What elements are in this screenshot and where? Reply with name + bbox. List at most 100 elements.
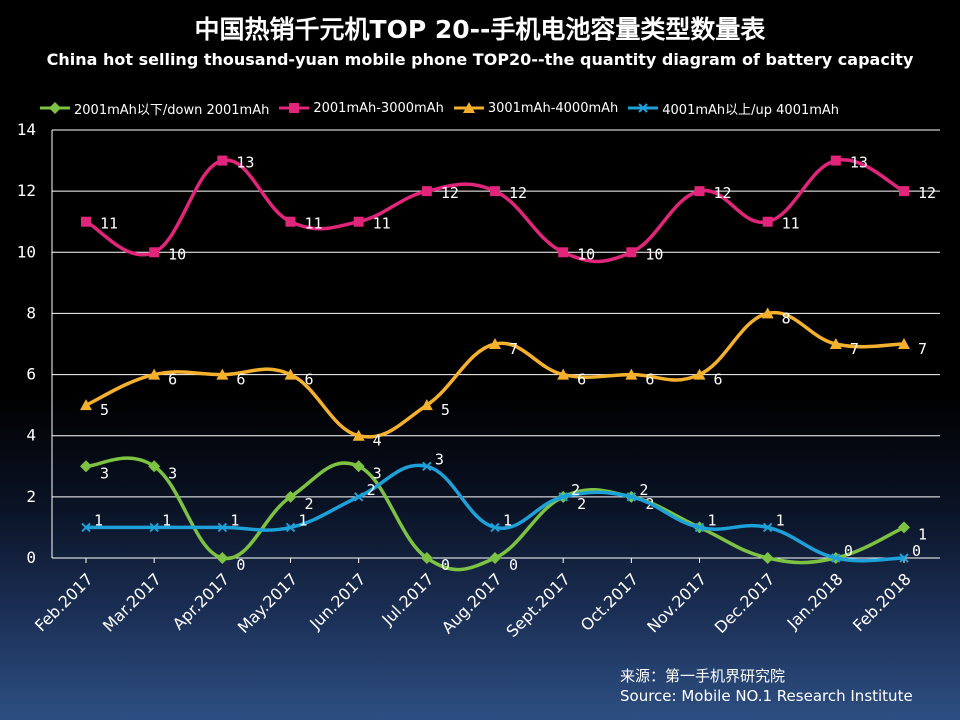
data-point: [285, 522, 296, 533]
data-point: [831, 553, 841, 563]
data-point: [490, 522, 500, 533]
legend-label: 4001mAh以上/up 4001mAh: [662, 102, 840, 118]
data-label: 13: [236, 154, 254, 172]
x-tick-label: Jan.2018: [783, 569, 847, 633]
data-point: [489, 552, 501, 564]
data-label: 12: [441, 184, 459, 202]
x-tick-label: May.2017: [234, 569, 302, 637]
y-tick-label: 12: [17, 181, 36, 200]
data-label: 6: [236, 371, 245, 389]
data-point: [762, 522, 773, 533]
data-label: 11: [100, 215, 118, 233]
data-label: 2: [577, 495, 586, 513]
data-point: [353, 216, 364, 227]
data-point: [81, 522, 91, 533]
data-label: 6: [305, 371, 314, 389]
data-point: [694, 522, 705, 533]
data-point: [284, 368, 297, 380]
data-label: 2: [639, 481, 648, 499]
data-label: 3: [373, 464, 382, 482]
legend-label: 2001mAh-3000mAh: [313, 100, 444, 116]
data-label: 8: [782, 309, 791, 327]
legend-marker-triangle-icon: [453, 102, 484, 113]
data-point: [694, 186, 705, 197]
data-label: 1: [162, 511, 171, 529]
data-point: [352, 460, 365, 473]
chart-title: 中国热销千元机TOP 20--手机电池容量类型数量表: [194, 15, 766, 44]
data-label: 0: [509, 556, 518, 574]
x-tick-label: Oct.2017: [577, 569, 642, 634]
data-point: [489, 338, 501, 349]
data-label: 1: [230, 511, 239, 529]
data-point: [148, 460, 161, 473]
x-tick-label: Apr.2017: [169, 569, 233, 633]
data-label: 6: [714, 371, 723, 389]
data-point: [557, 368, 570, 380]
data-label: 4: [373, 432, 382, 450]
data-point: [422, 461, 432, 471]
chart-subtitle: China hot selling thousand-yuan mobile p…: [46, 50, 914, 69]
data-label: 6: [168, 371, 177, 389]
y-tick-label: 2: [26, 487, 36, 506]
data-label: 10: [577, 245, 595, 263]
data-label: 10: [168, 245, 186, 263]
legend-item-up-4001[interactable]: 4001mAh以上/up 4001mAh: [628, 99, 839, 118]
data-label: 1: [503, 511, 512, 529]
data-label: 1: [94, 511, 103, 529]
data-point: [558, 492, 568, 502]
data-point: [761, 552, 774, 564]
data-point: [353, 492, 364, 502]
data-label: 7: [850, 340, 859, 358]
data-label: 2: [305, 495, 314, 513]
data-point: [626, 247, 637, 258]
data-point: [149, 247, 160, 258]
series-line: [85, 158, 905, 264]
data-label: 0: [844, 542, 853, 560]
data-label: 3: [168, 464, 177, 482]
data-point: [148, 368, 161, 380]
x-tick-label: Feb.2018: [849, 569, 915, 635]
source-line-cn: 来源：第一手机界研究院: [620, 667, 786, 685]
data-point: [898, 521, 910, 534]
data-label: 2: [571, 481, 580, 499]
data-point: [284, 490, 297, 503]
legend-item-3001-4000[interactable]: 3001mAh-4000mAh: [453, 101, 618, 116]
data-point: [420, 552, 433, 564]
x-tick-label: Aug.2017: [438, 569, 506, 637]
data-label: 3: [100, 464, 109, 482]
legend-marker-square-icon: [279, 103, 310, 113]
data-point: [216, 368, 229, 380]
data-label: 0: [441, 556, 450, 574]
legend-marker-x-icon: [628, 103, 659, 113]
data-point: [899, 553, 909, 563]
data-point: [217, 155, 228, 166]
data-label: 1: [708, 511, 717, 529]
legend-item-down-2001[interactable]: 2001mAh以下/down 2001mAh: [40, 99, 269, 118]
legend-item-2001-3000[interactable]: 2001mAh-3000mAh: [279, 100, 444, 116]
y-tick-label: 8: [26, 303, 36, 322]
x-tick-label: Feb.2017: [31, 569, 97, 635]
data-label: 1: [776, 511, 785, 529]
legend-label: 2001mAh以下/down 2001mAh: [74, 102, 270, 118]
data-label: 1: [918, 525, 927, 543]
data-label: 5: [100, 401, 109, 419]
data-label: 7: [509, 340, 518, 358]
data-label: 13: [850, 154, 868, 172]
data-point: [830, 155, 841, 166]
y-tick-label: 6: [26, 365, 36, 384]
data-label: 0: [236, 556, 245, 574]
data-point: [829, 338, 842, 349]
data-label: 6: [577, 371, 586, 389]
data-point: [80, 399, 92, 411]
data-point: [352, 429, 365, 441]
x-tick-label: Jun.2017: [305, 569, 369, 633]
data-point: [693, 368, 706, 380]
data-label: 3: [435, 450, 444, 468]
data-point: [625, 368, 638, 380]
x-tick-label: Nov.2017: [643, 569, 710, 636]
y-tick-label: 14: [17, 120, 36, 139]
data-label: 1: [299, 511, 308, 529]
data-label: 2: [367, 481, 376, 499]
legend-marker-diamond-icon: [40, 102, 70, 114]
data-point: [216, 552, 229, 564]
